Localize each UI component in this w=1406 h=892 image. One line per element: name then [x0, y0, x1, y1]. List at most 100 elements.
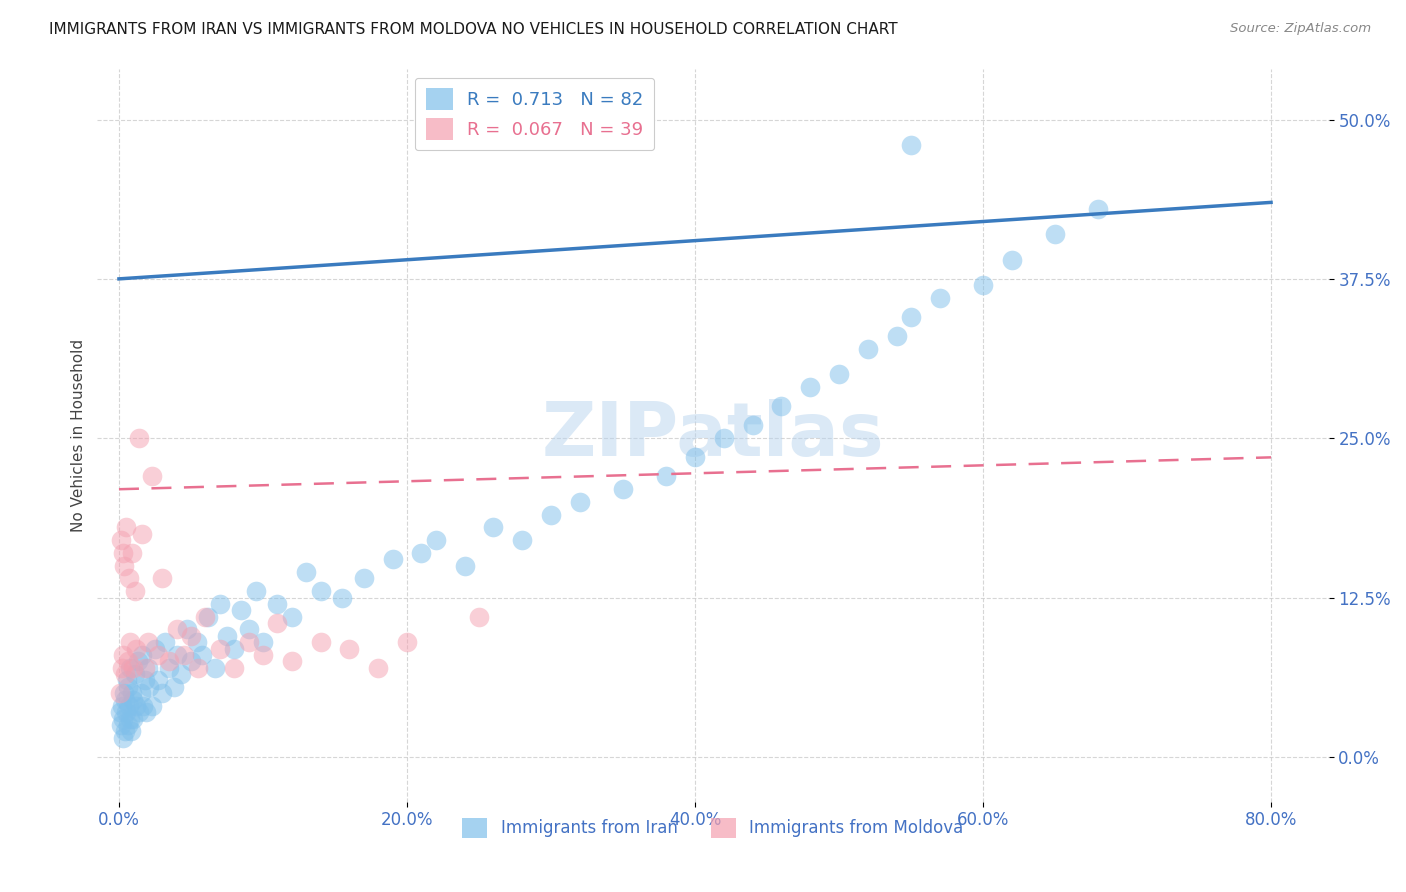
Point: [146, 673, 169, 688]
Point: [281, 609, 304, 624]
Point: [124, 584, 146, 599]
Legend: Immigrants from Iran, Immigrants from Moldova: Immigrants from Iran, Immigrants from Mo…: [456, 811, 970, 845]
Point: [110, 686, 132, 700]
Point: [231, 603, 253, 617]
Point: [115, 673, 138, 688]
Point: [166, 648, 188, 662]
Point: [170, 667, 193, 681]
Point: [224, 661, 246, 675]
Point: [111, 661, 134, 675]
Point: [208, 597, 231, 611]
Point: [131, 648, 153, 662]
Point: [799, 380, 821, 394]
Point: [713, 431, 735, 445]
Point: [121, 692, 143, 706]
Point: [120, 635, 142, 649]
Point: [176, 623, 198, 637]
Point: [117, 718, 139, 732]
Point: [124, 667, 146, 681]
Point: [266, 597, 288, 611]
Point: [110, 533, 132, 548]
Point: [972, 278, 994, 293]
Point: [468, 609, 491, 624]
Point: [141, 469, 163, 483]
Point: [197, 609, 219, 624]
Point: [150, 686, 173, 700]
Point: [856, 342, 879, 356]
Point: [309, 635, 332, 649]
Point: [252, 635, 274, 649]
Point: [411, 546, 433, 560]
Point: [770, 400, 793, 414]
Point: [568, 495, 591, 509]
Point: [238, 623, 260, 637]
Text: ZIPatlas: ZIPatlas: [541, 399, 884, 472]
Point: [111, 731, 134, 745]
Point: [194, 609, 217, 624]
Point: [141, 698, 163, 713]
Point: [204, 661, 226, 675]
Point: [828, 368, 851, 382]
Point: [309, 584, 332, 599]
Point: [215, 629, 238, 643]
Point: [120, 724, 142, 739]
Point: [191, 648, 214, 662]
Point: [117, 654, 139, 668]
Point: [150, 572, 173, 586]
Point: [122, 712, 145, 726]
Point: [180, 629, 202, 643]
Point: [118, 572, 141, 586]
Point: [353, 572, 375, 586]
Point: [121, 686, 143, 700]
Point: [111, 698, 134, 713]
Point: [741, 418, 763, 433]
Point: [281, 654, 304, 668]
Point: [295, 565, 318, 579]
Y-axis label: No Vehicles in Household: No Vehicles in Household: [72, 338, 86, 532]
Point: [208, 641, 231, 656]
Point: [143, 641, 166, 656]
Point: [128, 706, 150, 720]
Point: [157, 661, 180, 675]
Point: [163, 680, 186, 694]
Point: [367, 661, 389, 675]
Point: [128, 431, 150, 445]
Point: [125, 641, 148, 656]
Point: [115, 706, 138, 720]
Point: [252, 648, 274, 662]
Text: IMMIGRANTS FROM IRAN VS IMMIGRANTS FROM MOLDOVA NO VEHICLES IN HOUSEHOLD CORRELA: IMMIGRANTS FROM IRAN VS IMMIGRANTS FROM …: [49, 22, 898, 37]
Point: [129, 686, 152, 700]
Point: [238, 635, 260, 649]
Point: [118, 698, 141, 713]
Point: [224, 641, 246, 656]
Point: [135, 706, 157, 720]
Point: [146, 648, 169, 662]
Point: [115, 520, 138, 534]
Point: [186, 635, 208, 649]
Point: [114, 667, 136, 681]
Point: [540, 508, 562, 522]
Point: [886, 329, 908, 343]
Point: [136, 635, 159, 649]
Point: [127, 654, 149, 668]
Point: [166, 623, 188, 637]
Point: [118, 712, 141, 726]
Point: [425, 533, 447, 548]
Point: [132, 698, 155, 713]
Text: Source: ZipAtlas.com: Source: ZipAtlas.com: [1230, 22, 1371, 36]
Point: [138, 680, 160, 694]
Point: [134, 673, 156, 688]
Point: [900, 310, 922, 325]
Point: [134, 661, 156, 675]
Point: [655, 469, 678, 483]
Point: [110, 706, 132, 720]
Point: [112, 648, 135, 662]
Point: [1043, 227, 1066, 242]
Point: [112, 558, 135, 573]
Point: [266, 616, 288, 631]
Point: [900, 138, 922, 153]
Point: [173, 648, 195, 662]
Point: [120, 661, 142, 675]
Point: [121, 546, 143, 560]
Point: [153, 635, 176, 649]
